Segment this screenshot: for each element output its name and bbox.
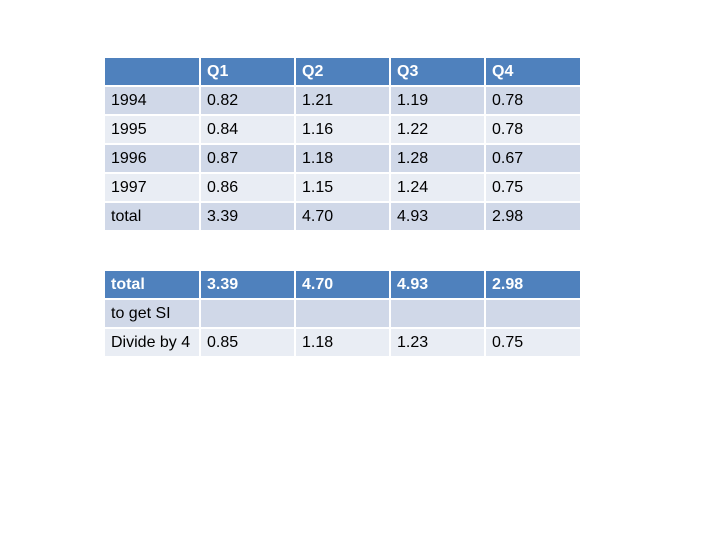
table-row: 1995 0.84 1.16 1.22 0.78 — [105, 116, 580, 143]
header-cell-q2: Q2 — [296, 58, 389, 85]
si-value-cell: 1.23 — [391, 329, 484, 356]
value-cell: 1.16 — [296, 116, 389, 143]
value-cell: 0.75 — [486, 174, 580, 201]
si-total-label: total — [105, 271, 199, 298]
si-total-value: 4.70 — [296, 271, 389, 298]
total-value-cell: 2.98 — [486, 203, 580, 230]
si-total-value: 2.98 — [486, 271, 580, 298]
total-value-cell: 3.39 — [201, 203, 294, 230]
year-cell: 1994 — [105, 87, 199, 114]
si-value-cell: 0.75 — [486, 329, 580, 356]
total-value-cell: 4.70 — [296, 203, 389, 230]
value-cell: 1.21 — [296, 87, 389, 114]
seasonal-index-table: total 3.39 4.70 4.93 2.98 to get SI Divi… — [103, 269, 582, 358]
header-cell-q3: Q3 — [391, 58, 484, 85]
si-value-cell: 0.85 — [201, 329, 294, 356]
value-cell: 1.22 — [391, 116, 484, 143]
total-label-cell: total — [105, 203, 199, 230]
value-cell: 0.67 — [486, 145, 580, 172]
si-result-row: Divide by 4 0.85 1.18 1.23 0.75 — [105, 329, 580, 356]
year-cell: 1996 — [105, 145, 199, 172]
value-cell: 0.82 — [201, 87, 294, 114]
header-cell-q1: Q1 — [201, 58, 294, 85]
value-cell: 0.78 — [486, 116, 580, 143]
si-total-header-row: total 3.39 4.70 4.93 2.98 — [105, 271, 580, 298]
si-result-label: Divide by 4 — [105, 329, 199, 356]
value-cell: 0.78 — [486, 87, 580, 114]
value-cell: 0.84 — [201, 116, 294, 143]
table-row: 1996 0.87 1.18 1.28 0.67 — [105, 145, 580, 172]
header-cell-blank — [105, 58, 199, 85]
value-cell: 0.87 — [201, 145, 294, 172]
table-row: 1997 0.86 1.15 1.24 0.75 — [105, 174, 580, 201]
value-cell: 1.18 — [296, 145, 389, 172]
total-row: total 3.39 4.70 4.93 2.98 — [105, 203, 580, 230]
empty-cell — [296, 300, 389, 327]
table-header-row: Q1 Q2 Q3 Q4 — [105, 58, 580, 85]
value-cell: 1.28 — [391, 145, 484, 172]
value-cell: 0.86 — [201, 174, 294, 201]
si-total-value: 3.39 — [201, 271, 294, 298]
quarterly-data-table: Q1 Q2 Q3 Q4 1994 0.82 1.21 1.19 0.78 199… — [103, 56, 582, 232]
empty-cell — [486, 300, 580, 327]
value-cell: 1.24 — [391, 174, 484, 201]
table-row: 1994 0.82 1.21 1.19 0.78 — [105, 87, 580, 114]
empty-cell — [201, 300, 294, 327]
si-total-value: 4.93 — [391, 271, 484, 298]
si-instruction-label: to get SI — [105, 300, 199, 327]
year-cell: 1995 — [105, 116, 199, 143]
header-cell-q4: Q4 — [486, 58, 580, 85]
si-value-cell: 1.18 — [296, 329, 389, 356]
total-value-cell: 4.93 — [391, 203, 484, 230]
value-cell: 1.15 — [296, 174, 389, 201]
empty-cell — [391, 300, 484, 327]
value-cell: 1.19 — [391, 87, 484, 114]
si-instruction-row: to get SI — [105, 300, 580, 327]
year-cell: 1997 — [105, 174, 199, 201]
